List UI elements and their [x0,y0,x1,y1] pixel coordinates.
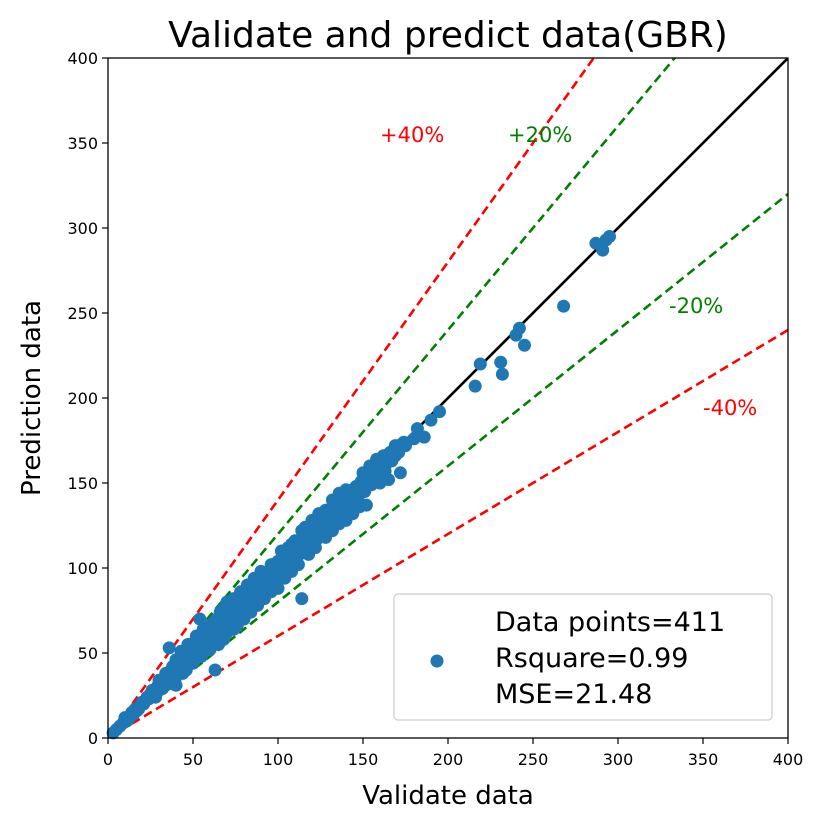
legend-line-mse: MSE=21.48 [495,679,652,710]
data-point [348,485,361,498]
data-point [495,367,509,381]
data-point [468,379,482,393]
x-tick-label: 150 [348,750,379,769]
data-point [393,466,407,480]
data-point [518,338,531,352]
data-point [473,357,487,371]
reference-line-labels: +40% +20% -20% -40% [380,123,757,420]
data-point [334,498,348,512]
data-point [603,230,616,243]
data-point [494,355,508,369]
x-tick-label: 100 [263,750,294,769]
x-tick-label: 350 [688,750,719,769]
data-point [222,617,236,631]
x-axis-label: Validate data [362,781,534,811]
reference-label: -40% [703,396,757,420]
x-tick-label: 250 [518,750,549,769]
legend-line-data-points: Data points=411 [495,607,725,638]
data-point [395,437,409,451]
legend: Data points=411 Rsquare=0.99 MSE=21.48 [393,593,773,721]
reference-label: +20% [508,123,572,147]
y-axis-label: Prediction data [17,300,47,496]
y-axis-ticks: 0 50 100 150 200 250 300 350 400 [67,49,108,748]
data-point [324,512,338,526]
data-point [596,243,610,257]
y-tick-label: 400 [67,49,98,68]
data-point [417,430,431,444]
data-point [208,663,222,677]
reference-label: +40% [380,123,444,147]
x-tick-label: 400 [773,750,804,769]
legend-line-rsquare: Rsquare=0.99 [495,643,688,674]
y-tick-label: 200 [67,389,98,408]
data-point [193,612,207,626]
data-point [433,405,446,419]
y-tick-label: 100 [67,559,98,578]
x-axis-ticks: 0 50 100 150 200 250 300 350 400 [103,738,803,769]
chart-title: Validate and predict data(GBR) [168,15,728,56]
data-point [162,641,176,655]
data-point [295,592,309,606]
y-tick-label: 350 [67,134,98,153]
y-tick-label: 250 [67,304,98,323]
x-tick-label: 200 [433,750,464,769]
x-tick-label: 0 [103,750,113,769]
legend-marker [430,654,444,668]
data-points [106,230,616,740]
data-point [424,413,438,427]
reference-label: -20% [669,294,723,318]
y-tick-label: 150 [67,474,98,493]
x-tick-label: 50 [183,750,203,769]
data-point [512,321,526,335]
x-tick-label: 300 [603,750,634,769]
y-tick-label: 300 [67,219,98,238]
data-point [557,299,571,313]
data-point [407,432,421,446]
legend-box [393,593,773,721]
y-tick-label: 0 [88,729,98,748]
y-tick-label: 50 [78,644,98,663]
